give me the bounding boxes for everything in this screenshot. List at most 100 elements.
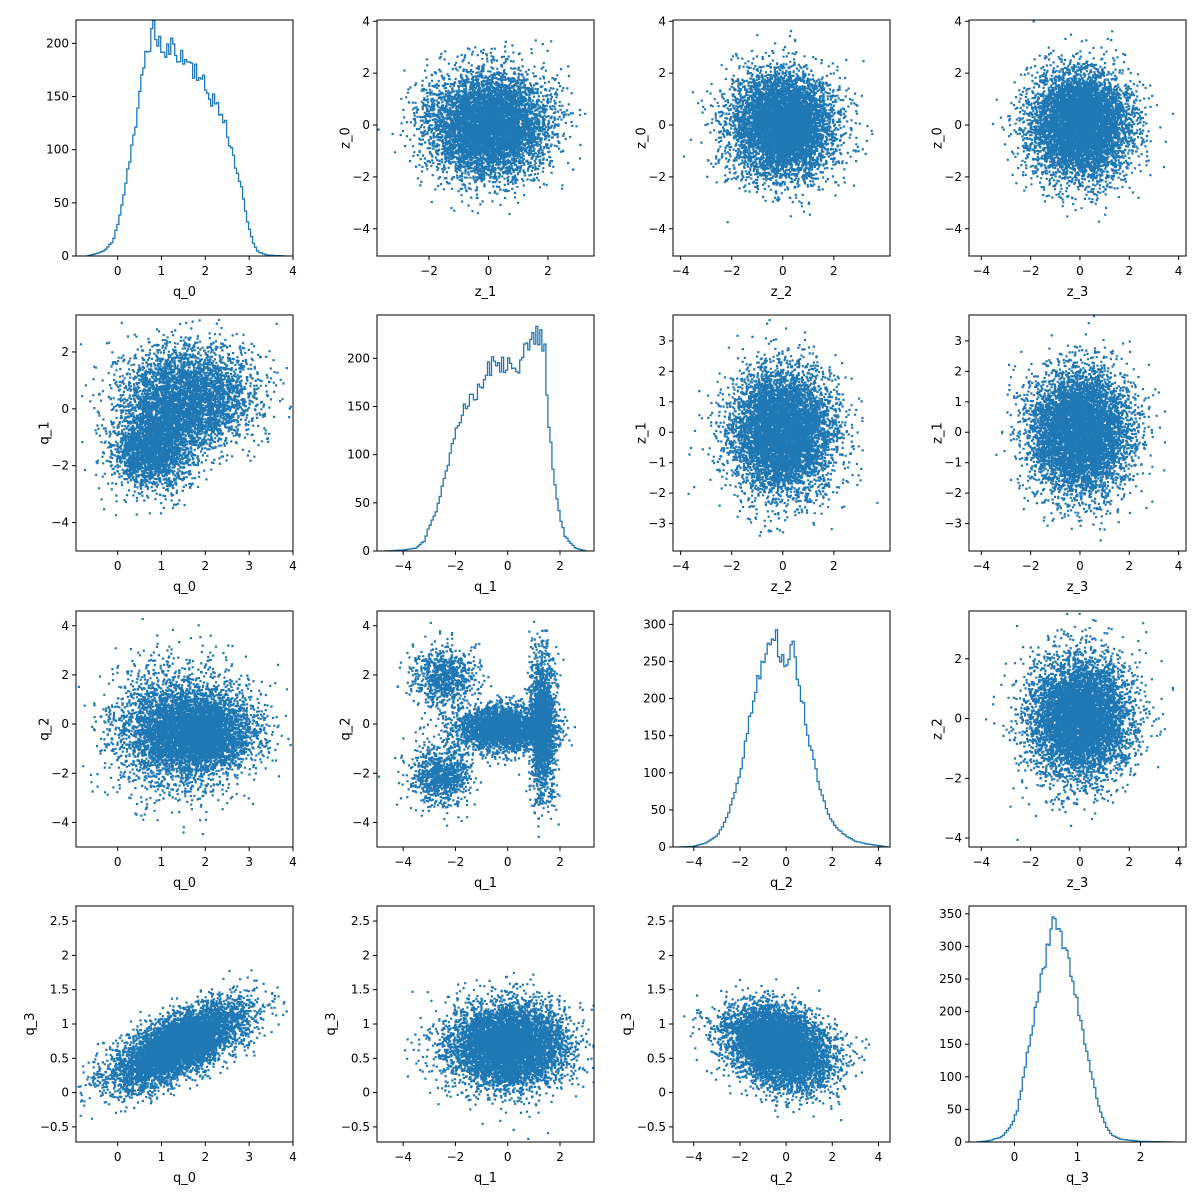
y-tick-label: 4 <box>362 14 370 28</box>
axes-frame <box>672 19 891 257</box>
x-tick-label: −2 <box>447 559 465 573</box>
y-tick-label: 200 <box>939 1005 962 1019</box>
y-tick-label: 1.5 <box>50 983 69 997</box>
y-tick-label: 2.5 <box>647 914 666 928</box>
subplot-r3c0: 0 1 2 3 4 −0.5 0 0.5 1 1.5 2 2.5 q_0 q_3 <box>23 905 297 1186</box>
y-axis-label: z_1 <box>635 422 650 444</box>
x-axis-label: q_1 <box>474 1171 497 1186</box>
subplot-r2c0: 0 1 2 3 4 −4 −2 0 2 4 q_0 q_2 <box>38 610 297 891</box>
plot-area <box>77 617 292 836</box>
y-tick-label: −2 <box>352 170 370 184</box>
x-tick-label: 2 <box>544 264 552 278</box>
x-tick-label: 0 <box>504 855 512 869</box>
y-tick-label: 50 <box>651 803 666 817</box>
y-tick-label: −3 <box>944 517 962 531</box>
axes-frame <box>376 610 595 848</box>
y-tick-label: −3 <box>648 517 666 531</box>
x-tick-label: −4 <box>685 855 703 869</box>
scatter-points <box>687 318 879 537</box>
x-tick-label: 4 <box>875 855 883 869</box>
x-axis-label: z_3 <box>1067 285 1089 300</box>
y-tick-label: 200 <box>643 692 666 706</box>
x-tick-label: −4 <box>672 559 690 573</box>
x-tick-label: 2 <box>202 559 210 573</box>
axes-frame <box>968 19 1187 257</box>
y-tick-label: 0 <box>61 402 69 416</box>
histogram-step-line <box>679 629 889 847</box>
y-tick-label: 0 <box>61 717 69 731</box>
subplot-r0c1: −2 0 2 −4 −2 0 2 4 z_1 z_0 <box>339 14 595 300</box>
y-tick-label: 2 <box>61 668 69 682</box>
y-tick-label: 350 <box>939 907 962 921</box>
x-axis-label: q_0 <box>173 876 196 891</box>
scatter-points <box>985 612 1175 841</box>
x-tick-label: 2 <box>830 559 838 573</box>
x-tick-label: −4 <box>972 559 990 573</box>
scatter-points <box>79 318 292 517</box>
x-tick-label: 2 <box>830 264 838 278</box>
x-tick-label: 3 <box>245 1150 253 1164</box>
scatter-points <box>77 969 288 1120</box>
y-tick-label: −2 <box>944 486 962 500</box>
x-tick-label: 4 <box>289 855 297 869</box>
x-axis-label: z_2 <box>771 285 793 300</box>
x-tick-label: 2 <box>556 1150 564 1164</box>
histogram-step-line <box>384 325 587 551</box>
subplot-r1c3: −4 −2 0 2 4 −3 −2 −1 0 1 2 3 z_3 z_1 <box>931 314 1187 595</box>
x-tick-label: 1 <box>158 855 166 869</box>
x-tick-label: 2 <box>202 855 210 869</box>
axes-frame <box>75 19 294 257</box>
plot-area <box>991 20 1175 223</box>
y-axis-label: q_3 <box>620 1012 635 1035</box>
x-tick-label: −4 <box>394 559 412 573</box>
x-tick-label: −2 <box>731 1150 749 1164</box>
subplot-r3c2: −4 −2 0 2 4 −0.5 0 0.5 1 1.5 2 2.5 q_2 q_3 <box>620 905 891 1186</box>
y-tick-label: 2 <box>658 948 666 962</box>
y-tick-label: 0.5 <box>647 1051 666 1065</box>
x-axis-label: z_2 <box>771 580 793 595</box>
subplot-r0c0: 0 1 2 3 4 0 50 100 150 200 q_0 <box>46 19 297 300</box>
y-tick-label: −1 <box>648 456 666 470</box>
y-tick-label: −2 <box>944 771 962 785</box>
subplot-r0c3: −4 −2 0 2 4 −4 −2 0 2 4 z_3 z_0 <box>931 14 1187 300</box>
plot-area <box>404 971 594 1140</box>
y-tick-label: 0 <box>954 425 962 439</box>
y-axis-label: z_0 <box>931 127 946 149</box>
plot-area <box>985 612 1175 841</box>
subplot-r0c2: −4 −2 0 2 −4 −2 0 2 4 z_2 z_0 <box>635 14 891 300</box>
scatter-points <box>683 978 870 1122</box>
x-tick-label: 0 <box>114 559 122 573</box>
x-axis-label: q_0 <box>173 285 196 300</box>
y-tick-label: 1 <box>658 1017 666 1031</box>
plot-area <box>682 30 874 224</box>
x-axis-label: q_2 <box>770 876 793 891</box>
y-tick-label: 4 <box>362 619 370 633</box>
x-tick-label: 0 <box>504 1150 512 1164</box>
x-tick-label: −4 <box>394 1150 412 1164</box>
x-tick-label: 2 <box>202 1150 210 1164</box>
y-tick-label: 2 <box>61 345 69 359</box>
plot-area <box>384 325 587 551</box>
axes-frame <box>376 314 595 552</box>
y-tick-label: 1 <box>61 1017 69 1031</box>
x-tick-label: −4 <box>394 855 412 869</box>
y-axis-label: z_1 <box>931 422 946 444</box>
y-tick-label: 3 <box>954 334 962 348</box>
x-tick-label: 4 <box>289 559 297 573</box>
y-tick-label: 1.5 <box>351 983 370 997</box>
y-tick-label: 150 <box>347 400 370 414</box>
x-tick-label: 0 <box>504 559 512 573</box>
y-tick-label: 50 <box>54 196 69 210</box>
y-axis-label: z_0 <box>635 127 650 149</box>
y-axis-label: q_3 <box>324 1012 339 1035</box>
plot-area <box>377 39 594 216</box>
x-tick-label: 1 <box>158 559 166 573</box>
x-tick-label: 1 <box>1074 1150 1082 1164</box>
plot-area <box>86 20 287 256</box>
plot-area <box>377 620 576 838</box>
x-tick-label: 0 <box>114 1150 122 1164</box>
x-tick-label: 3 <box>245 855 253 869</box>
y-tick-label: 2 <box>658 66 666 80</box>
y-tick-label: 100 <box>347 448 370 462</box>
